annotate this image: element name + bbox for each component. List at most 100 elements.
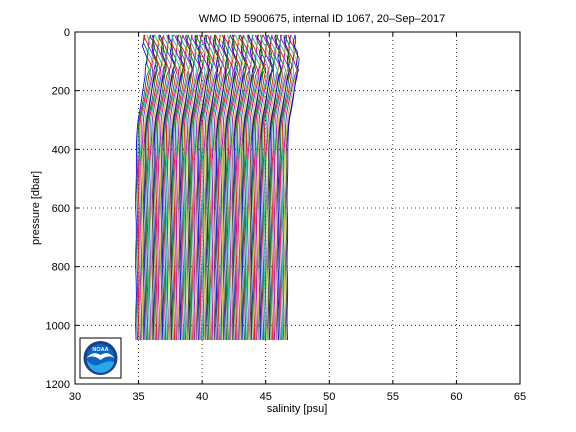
salinity-profile-line (261, 34, 275, 341)
salinity-profile-line (169, 34, 185, 340)
salinity-profile-line (216, 34, 231, 341)
noaa-logo: NOAA (79, 337, 122, 379)
salinity-profile-line (200, 34, 214, 341)
salinity-profile-line (142, 34, 159, 340)
salinity-profile-line (172, 34, 185, 341)
salinity-profile-line (231, 34, 247, 341)
y-tick-label: 200 (52, 86, 70, 98)
salinity-profile-line (230, 34, 246, 341)
salinity-profile-line (277, 34, 291, 341)
salinity-profile-line (242, 34, 256, 341)
x-tick-label: 35 (132, 391, 144, 403)
x-axis-ticks: 30 35 40 45 50 55 60 65 (69, 32, 526, 403)
y-tick-label: 600 (52, 203, 70, 215)
salinity-profile-line (268, 34, 282, 341)
salinity-profile-line (189, 34, 204, 341)
salinity-profile-line (278, 34, 293, 341)
y-tick-label: 0 (64, 27, 70, 39)
salinity-profile-line (178, 34, 193, 340)
x-tick-label: 50 (323, 391, 335, 403)
salinity-profile-line (214, 34, 230, 341)
salinity-profile-line (250, 34, 265, 341)
salinity-profile-line (285, 34, 300, 341)
salinity-profile-line (235, 34, 250, 341)
logo-bird-icon (86, 353, 115, 360)
logo-text: NOAA (92, 347, 108, 353)
salinity-profile-line (240, 34, 256, 341)
salinity-profile-line (221, 34, 237, 341)
salinity-profile-line (151, 34, 167, 340)
salinity-profile-line (263, 34, 278, 341)
chart-title: WMO ID 5900675, internal ID 1067, 20–Sep… (199, 13, 445, 25)
salinity-profile-line (197, 34, 211, 341)
y-axis-label: pressure [dbar] (30, 171, 42, 245)
salinity-profile-line (164, 34, 178, 341)
salinity-profile-line (217, 34, 232, 341)
salinity-profile-line (175, 34, 191, 341)
x-tick-label: 45 (260, 391, 272, 403)
y-axis-ticks: 0 200 400 600 800 1000 1200 (46, 27, 520, 391)
y-tick-label: 800 (52, 262, 70, 274)
salinity-profile-line (212, 34, 228, 341)
logo-wave-icon (86, 360, 115, 373)
salinity-profile-line (275, 34, 290, 341)
salinity-profile-line (273, 34, 289, 341)
salinity-profile-line (158, 34, 172, 341)
salinity-profile-line (136, 34, 150, 341)
salinity-profile-line (198, 34, 212, 341)
salinity-profile-line (286, 34, 299, 341)
salinity-profile-line (225, 34, 239, 341)
salinity-profile-line (266, 34, 281, 341)
salinity-profile-line (233, 34, 246, 341)
salinity-profile-line (186, 34, 201, 341)
salinity-profile-line (139, 34, 153, 341)
salinity-profile-line (179, 34, 193, 341)
salinity-profile-line (146, 34, 161, 341)
salinity-profile-line (170, 34, 184, 341)
salinity-profile-line (267, 34, 282, 341)
salinity-profile-line (264, 34, 280, 341)
salinity-profile-line (196, 34, 211, 341)
salinity-profile-line (283, 34, 300, 341)
x-tick-label: 55 (387, 391, 399, 403)
salinity-profile-line (276, 34, 291, 341)
salinity-profile-line (137, 34, 152, 341)
salinity-profile-line (244, 34, 259, 341)
salinity-profile-line (236, 34, 252, 341)
salinity-profile-line (165, 34, 180, 341)
salinity-profile-line (180, 34, 195, 341)
salinity-profile-line (202, 34, 218, 341)
x-tick-label: 30 (69, 391, 81, 403)
salinity-profile-line (245, 34, 260, 341)
salinity-profile-line (160, 34, 176, 340)
salinity-profile-line (184, 34, 200, 341)
x-tick-label: 60 (450, 391, 462, 403)
salinity-profile-line (205, 34, 220, 341)
salinity-profile-line (282, 34, 298, 341)
salinity-profile-line (247, 34, 262, 341)
x-tick-label: 40 (196, 391, 208, 403)
salinity-profile-line (188, 34, 202, 341)
salinity-profile-line (254, 34, 269, 341)
salinity-profile-line (269, 34, 284, 341)
salinity-profile-line (222, 34, 239, 341)
salinity-profile-line (207, 34, 222, 341)
salinity-profile-line (208, 34, 223, 341)
x-axis-label: salinity [psu] (267, 403, 328, 415)
salinity-profile-line (153, 34, 166, 341)
salinity-profile-line (156, 34, 172, 341)
salinity-profile-line (155, 34, 170, 341)
y-tick-label: 400 (52, 144, 70, 156)
salinity-profile-line (280, 34, 294, 341)
salinity-profile-line (203, 34, 219, 341)
salinity-profile-line (228, 34, 243, 341)
salinity-profile-line (226, 34, 241, 341)
salinity-profile-line (219, 34, 233, 341)
y-tick-label: 1200 (46, 379, 70, 391)
salinity-profile-line (167, 34, 182, 341)
salinity-profile-line (258, 34, 274, 341)
salinity-profile-line (252, 34, 265, 341)
salinity-profile-line (255, 34, 271, 341)
salinity-profiles (135, 34, 300, 341)
